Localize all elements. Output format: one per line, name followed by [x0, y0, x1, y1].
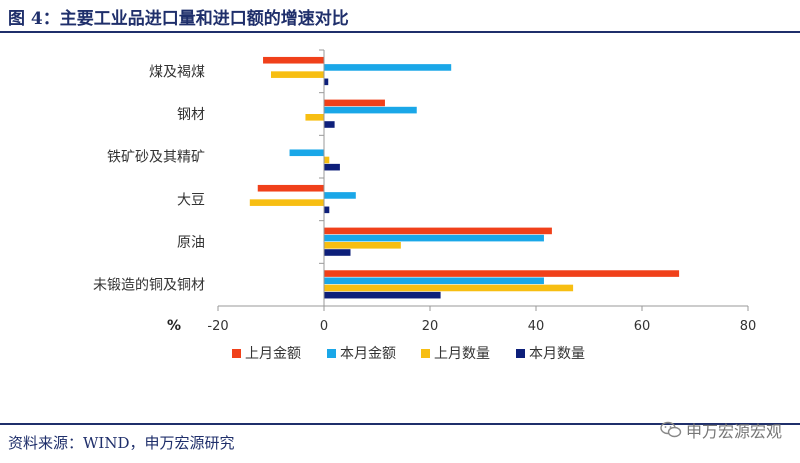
bar-3-4 — [324, 163, 340, 171]
bar-5-1 — [324, 227, 552, 235]
bar-1-3 — [271, 71, 324, 78]
bar-5-4 — [324, 249, 351, 256]
bar-4-3 — [249, 199, 324, 206]
bar-1-2 — [324, 64, 452, 71]
x-tick-label: 60 — [634, 319, 651, 334]
category-label: 未锻造的铜及铜材 — [93, 278, 205, 294]
legend-swatch — [421, 349, 430, 358]
bar-4-2 — [324, 192, 356, 199]
category-label: 铁矿砂及其精矿 — [107, 150, 205, 166]
x-tick-label: 20 — [422, 319, 439, 334]
bar-4-1 — [257, 184, 324, 192]
wechat-icon — [660, 421, 682, 438]
legend-swatch — [327, 349, 336, 358]
bar-4-4 — [324, 206, 330, 214]
legend-swatch — [232, 349, 241, 358]
chart-title: 图 4：主要工业品进口量和进口额的增速对比 — [8, 9, 349, 29]
bar-5-3 — [324, 242, 401, 249]
bar-2-1 — [324, 99, 385, 107]
legend-swatch — [516, 349, 525, 358]
bar-5-2 — [324, 234, 544, 242]
legend-label: 上月数量 — [434, 346, 490, 362]
bar-1-1 — [263, 56, 324, 64]
category-label: 钢材 — [177, 107, 205, 123]
category-label: 煤及褐煤 — [149, 64, 205, 80]
bar-3-3 — [324, 156, 330, 164]
bar-6-4 — [324, 291, 441, 299]
x-tick-label: 0 — [320, 319, 328, 334]
watermark-text: 申万宏源宏观 — [685, 422, 782, 441]
bar-2-4 — [324, 121, 335, 128]
watermark: 申万宏源宏观 — [660, 418, 782, 442]
legend-label: 本月数量 — [529, 346, 585, 362]
bar-3-2 — [289, 149, 324, 157]
footer-divider — [0, 423, 800, 425]
source-note: 资料来源：WIND，申万宏源研究 — [8, 434, 235, 452]
bar-6-3 — [324, 284, 574, 292]
bar-2-2 — [324, 106, 417, 114]
title-divider — [0, 31, 800, 33]
bar-6-2 — [324, 277, 544, 285]
legend-label: 上月金额 — [245, 346, 301, 362]
bar-1-4 — [324, 78, 329, 86]
x-unit-label: % — [167, 318, 181, 334]
x-tick-label: 80 — [740, 319, 757, 334]
bar-2-3 — [305, 114, 324, 121]
category-label: 大豆 — [177, 192, 205, 208]
legend-label: 本月金额 — [340, 346, 396, 362]
x-tick-label: 40 — [528, 319, 545, 334]
x-tick-label: -20 — [207, 319, 228, 334]
category-label: 原油 — [177, 235, 205, 251]
bar-6-1 — [324, 270, 680, 277]
